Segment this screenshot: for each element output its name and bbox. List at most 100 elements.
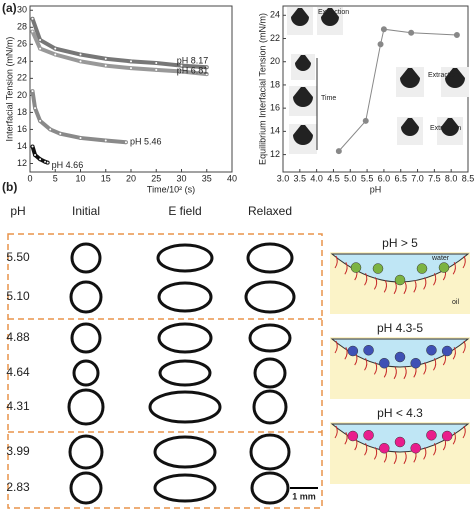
surfactant-tail bbox=[452, 261, 456, 275]
nanoparticle bbox=[372, 263, 384, 274]
x-tick-label: 30 bbox=[176, 173, 186, 183]
data-point bbox=[335, 148, 342, 155]
data-point bbox=[408, 29, 415, 36]
surfactant-tail bbox=[334, 425, 338, 439]
schematic-title: pH > 5 bbox=[382, 236, 418, 250]
y-tick-label: 14 bbox=[17, 141, 27, 151]
column-header: Initial bbox=[72, 204, 100, 218]
y-tick-label: 18 bbox=[17, 107, 27, 117]
scale-bar-label: 1 mm bbox=[292, 491, 316, 501]
droplet bbox=[293, 125, 313, 145]
nanoparticle bbox=[441, 345, 453, 357]
y-tick-label: 20 bbox=[270, 56, 280, 66]
ph-value: 2.83 bbox=[6, 480, 30, 494]
data-point bbox=[38, 157, 43, 162]
surfactant-tail bbox=[452, 346, 456, 360]
annotation: Extraction bbox=[428, 72, 459, 79]
data-point bbox=[38, 46, 43, 51]
column-header: pH bbox=[10, 204, 25, 218]
surfactant-tail bbox=[433, 358, 437, 371]
droplet-efield bbox=[148, 390, 222, 424]
droplet bbox=[295, 55, 311, 71]
nanoparticle bbox=[410, 442, 421, 454]
series-label: pH 4.66 bbox=[52, 160, 84, 170]
surfactant-tail bbox=[462, 425, 466, 439]
surfactant-tail bbox=[403, 451, 407, 465]
droplet bbox=[445, 68, 465, 88]
data-point bbox=[154, 61, 159, 66]
y-tick-label: 22 bbox=[270, 33, 280, 43]
surfactant-tail bbox=[393, 451, 397, 465]
surfactant-tail bbox=[423, 447, 427, 460]
nanoparticle bbox=[394, 351, 406, 363]
surfactant-tail bbox=[334, 255, 338, 269]
y-tick-label: 16 bbox=[270, 103, 280, 113]
droplet-initial bbox=[72, 359, 100, 387]
droplet-relaxed bbox=[253, 357, 287, 389]
surfactant-tail bbox=[364, 358, 368, 371]
data-point bbox=[103, 138, 108, 143]
nanoparticle bbox=[394, 436, 406, 448]
data-point bbox=[380, 26, 387, 33]
x-tick-label: 25 bbox=[151, 173, 161, 183]
ph-value: 4.64 bbox=[6, 365, 30, 379]
nanoparticle bbox=[441, 430, 453, 442]
column-header: E field bbox=[168, 204, 201, 218]
data-point bbox=[103, 56, 108, 61]
x-tick-label: 4.0 bbox=[310, 173, 323, 183]
surfactant-tail bbox=[423, 277, 427, 290]
series-line bbox=[30, 90, 127, 145]
nanoparticle bbox=[426, 344, 437, 356]
droplet-efield bbox=[156, 243, 214, 273]
y-tick-label: 30 bbox=[17, 5, 27, 15]
y-tick-label: 20 bbox=[17, 90, 27, 100]
data-point bbox=[377, 41, 384, 48]
nanoparticle bbox=[438, 262, 450, 273]
droplet bbox=[401, 118, 419, 136]
data-point bbox=[103, 63, 108, 68]
droplet-initial bbox=[67, 388, 105, 426]
droplet bbox=[400, 68, 420, 88]
x-tick-label: 5.0 bbox=[344, 173, 357, 183]
surfactant-tail bbox=[373, 362, 378, 375]
y-tick-label: 24 bbox=[17, 56, 27, 66]
data-point bbox=[58, 131, 63, 136]
data-point bbox=[453, 32, 460, 39]
x-tick-label: 20 bbox=[126, 173, 136, 183]
surfactant-tail bbox=[403, 281, 407, 295]
nanoparticle bbox=[363, 429, 374, 441]
y-tick-label: 26 bbox=[17, 39, 27, 49]
panel-label: (a) bbox=[2, 1, 17, 15]
droplet bbox=[321, 8, 339, 26]
data-point bbox=[53, 46, 58, 51]
series-line bbox=[338, 28, 457, 152]
x-axis-label: Time/10² (s) bbox=[147, 184, 195, 194]
data-point bbox=[48, 127, 53, 132]
data-point bbox=[38, 118, 43, 123]
droplet-relaxed bbox=[250, 471, 290, 505]
data-point bbox=[78, 52, 83, 57]
nanoparticle bbox=[426, 429, 437, 441]
data-point bbox=[362, 117, 369, 124]
nanoparticle bbox=[379, 442, 390, 454]
surfactant-tail bbox=[462, 340, 466, 354]
droplet bbox=[293, 87, 313, 107]
surfactant-tail bbox=[344, 346, 348, 360]
ph-value: 5.50 bbox=[6, 250, 30, 264]
nanoparticle bbox=[410, 357, 421, 369]
surfactant-tail bbox=[373, 277, 378, 290]
surfactant-tail bbox=[344, 261, 348, 275]
plot-frame bbox=[29, 5, 233, 173]
droplet-efield bbox=[153, 473, 217, 503]
ph-value: 4.88 bbox=[6, 330, 30, 344]
y-tick-label: 14 bbox=[270, 126, 280, 136]
phase-label: water bbox=[431, 255, 450, 262]
x-tick-label: 6.0 bbox=[378, 173, 391, 183]
y-tick-label: 18 bbox=[270, 79, 280, 89]
x-tick-label: 0 bbox=[27, 173, 32, 183]
phase-label: oil bbox=[452, 299, 459, 306]
x-axis-label: pH bbox=[370, 184, 382, 194]
nanoparticle bbox=[379, 357, 390, 369]
data-point bbox=[129, 59, 133, 64]
nanoparticle bbox=[394, 274, 406, 286]
